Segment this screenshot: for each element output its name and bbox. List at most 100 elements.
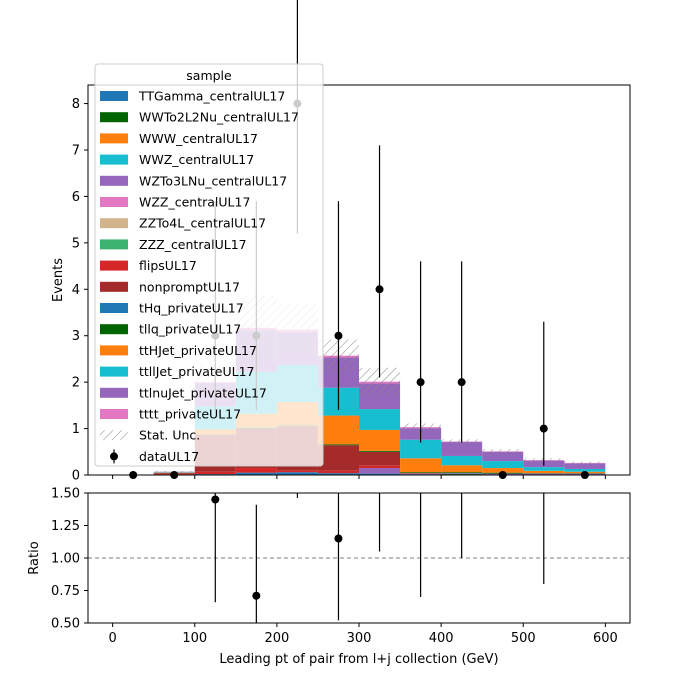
ratio-y-tick-label: 1.00 bbox=[51, 552, 80, 567]
bar-segment bbox=[441, 455, 483, 466]
legend-label: WWTo2L2Nu_centralUL17 bbox=[139, 110, 299, 125]
legend-box bbox=[94, 63, 324, 467]
bar-segment bbox=[400, 472, 442, 474]
legend-label: tHq_privateUL17 bbox=[139, 301, 244, 316]
stat-unc-band bbox=[482, 449, 524, 454]
bar-segment bbox=[317, 473, 359, 475]
bar-segment bbox=[400, 473, 442, 475]
x-tick-label: 200 bbox=[264, 631, 289, 646]
x-ticks: 0 100 200 300 400 500 600 bbox=[108, 623, 618, 646]
data-point bbox=[375, 285, 384, 294]
bar-segment bbox=[359, 409, 401, 430]
bar-segment bbox=[276, 470, 318, 473]
legend-swatch bbox=[100, 133, 128, 144]
bar-segment bbox=[359, 468, 401, 474]
legend-label: WZZ_centralUL17 bbox=[139, 195, 250, 210]
legend-swatch bbox=[100, 260, 128, 271]
x-tick-label: 500 bbox=[511, 631, 536, 646]
bar-segment bbox=[441, 465, 483, 473]
bar-segment bbox=[276, 472, 318, 475]
x-tick-label: 100 bbox=[182, 631, 207, 646]
bar-segment bbox=[441, 442, 483, 456]
legend-label: dataUL17 bbox=[139, 449, 199, 464]
y-tick-label: 5 bbox=[72, 236, 80, 251]
legend-swatch bbox=[100, 366, 128, 377]
x-axis-label: Leading pt of pair from l+j collection (… bbox=[219, 652, 498, 667]
legend-label: Stat. Unc. bbox=[139, 428, 200, 443]
legend-label: TTGamma_centralUL17 bbox=[138, 89, 285, 104]
data-point bbox=[334, 331, 343, 340]
legend-swatch bbox=[100, 430, 128, 441]
legend-swatch bbox=[100, 324, 128, 335]
legend-swatch bbox=[100, 239, 128, 250]
bar-segment bbox=[482, 451, 524, 462]
legend-swatch bbox=[100, 112, 128, 123]
data-point bbox=[457, 378, 466, 387]
y-ticks: 0 1 2 3 4 5 6 7 8 bbox=[72, 97, 88, 484]
bar-segment bbox=[317, 445, 359, 471]
legend-label: ttlnuJet_privateUL17 bbox=[139, 385, 267, 400]
legend-swatch bbox=[100, 345, 128, 356]
legend-label: nonpromptUL17 bbox=[139, 279, 240, 294]
legend-label: WWZ_centralUL17 bbox=[139, 152, 254, 167]
ratio-y-tick-label: 0.50 bbox=[51, 617, 80, 632]
legend-label: flipsUL17 bbox=[139, 258, 197, 273]
main-axes-frame bbox=[87, 84, 631, 476]
ratio-axes-frame bbox=[87, 492, 631, 624]
y-tick-label: 7 bbox=[72, 144, 80, 159]
bar-segment bbox=[317, 470, 359, 474]
legend-label: WZTo3LNu_centralUL17 bbox=[139, 173, 287, 188]
legend-swatch bbox=[100, 303, 128, 313]
bar-segment bbox=[400, 439, 442, 459]
bar-segment bbox=[359, 465, 401, 469]
legend-title: sample bbox=[186, 68, 232, 83]
bar-segment bbox=[194, 471, 236, 475]
bar-segment bbox=[235, 468, 277, 473]
ratio-point bbox=[252, 591, 261, 600]
x-tick-label: 0 bbox=[108, 631, 116, 646]
y-tick-label: 2 bbox=[72, 376, 80, 391]
legend-swatch bbox=[100, 218, 128, 229]
ratio-y-ticks: 0.50 0.75 1.00 1.25 1.50 bbox=[51, 487, 88, 632]
legend-swatch bbox=[100, 281, 128, 292]
legend-swatch bbox=[100, 91, 128, 101]
bar-segment bbox=[441, 472, 483, 474]
ratio-point bbox=[540, 164, 548, 172]
bar-segment bbox=[482, 461, 524, 469]
data-point bbox=[416, 378, 425, 387]
ratio-y-tick-label: 0.75 bbox=[51, 584, 80, 599]
bar-segment bbox=[441, 473, 483, 475]
y-tick-label: 8 bbox=[72, 97, 80, 112]
legend-swatch bbox=[100, 387, 128, 398]
bar-segment bbox=[523, 470, 565, 474]
legend-label: ZZZ_centralUL17 bbox=[139, 237, 247, 252]
legend-marker bbox=[110, 452, 118, 461]
legend: sample TTGamma_centralUL17 WWTo2L2Nu_cent… bbox=[94, 63, 324, 467]
legend-label: tllq_privateUL17 bbox=[139, 322, 241, 337]
bar-segment bbox=[317, 444, 359, 446]
bar-segment bbox=[523, 473, 565, 475]
legend-swatch bbox=[100, 154, 128, 165]
x-tick-label: 400 bbox=[429, 631, 454, 646]
legend-items: TTGamma_centralUL17 WWTo2L2Nu_centralUL17… bbox=[100, 89, 299, 464]
legend-label: WWW_centralUL17 bbox=[139, 131, 258, 146]
x-tick-label: 300 bbox=[347, 631, 372, 646]
bar-segment bbox=[400, 458, 442, 473]
x-ticks-main bbox=[112, 475, 606, 479]
y-tick-label: 1 bbox=[72, 422, 80, 437]
bar-segment bbox=[359, 473, 401, 475]
y-tick-label: 4 bbox=[72, 283, 80, 298]
bar-segment bbox=[564, 463, 606, 469]
stat-unc-band bbox=[564, 461, 606, 465]
bar-segment bbox=[235, 472, 277, 475]
y-axis-label: Events bbox=[51, 258, 66, 302]
x-tick-label: 600 bbox=[593, 631, 618, 646]
legend-swatch bbox=[100, 409, 128, 419]
ratio-point bbox=[211, 495, 220, 504]
bar-segment bbox=[359, 429, 401, 451]
ratio-point bbox=[334, 534, 343, 543]
legend-label: ZZTo4L_centralUL17 bbox=[139, 216, 266, 231]
bar-segment bbox=[317, 415, 359, 445]
bar-segment bbox=[482, 468, 524, 473]
